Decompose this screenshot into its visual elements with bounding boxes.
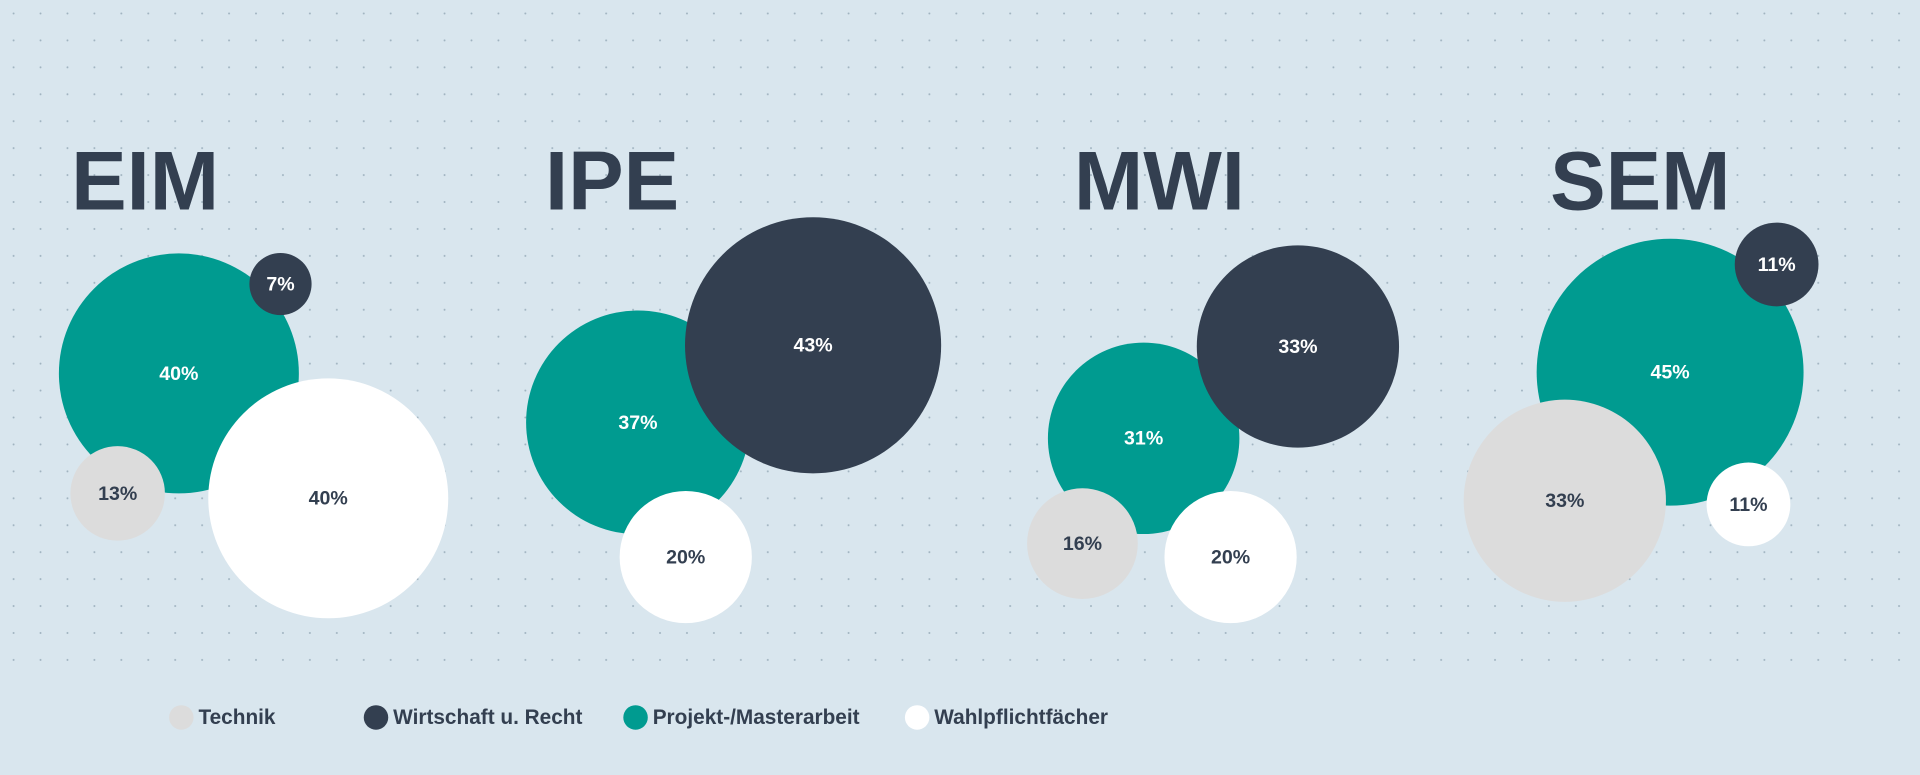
data-label: 43% <box>793 335 832 357</box>
category-title: SEM <box>1550 134 1730 227</box>
bubble <box>249 252 312 316</box>
data-label: 40% <box>309 488 348 510</box>
bubble <box>1047 342 1240 535</box>
bubble <box>70 446 165 541</box>
legend-marker <box>623 705 648 730</box>
data-label: 31% <box>1124 428 1163 450</box>
data-label: 45% <box>1651 362 1690 384</box>
legend-marker <box>363 705 389 730</box>
bubble <box>1463 399 1666 602</box>
data-label: 11% <box>1729 494 1767 516</box>
category-title: IPE <box>545 134 679 227</box>
legend-label: Wahlpflichtfächer <box>934 706 1108 729</box>
data-label: 33% <box>1545 490 1584 512</box>
bubble <box>685 217 942 474</box>
data-label: 20% <box>1211 546 1250 568</box>
category-title: MWI <box>1074 134 1245 227</box>
bubble <box>1706 462 1791 547</box>
bubble <box>1164 490 1297 624</box>
bubble <box>208 378 449 619</box>
data-label: 37% <box>618 412 657 434</box>
bubble <box>1027 488 1138 599</box>
data-label: 33% <box>1278 336 1317 358</box>
data-label: 40% <box>159 363 198 385</box>
data-label: 11% <box>1758 254 1796 276</box>
legend-label: Technik <box>198 706 275 729</box>
data-label: 20% <box>666 546 705 568</box>
category-title: EIM <box>71 134 219 227</box>
data-label: 13% <box>98 483 137 505</box>
bubble <box>1196 245 1400 448</box>
data-label: 7% <box>266 273 294 295</box>
legend-label: Projekt-/Masterarbeit <box>653 706 860 729</box>
legend-marker <box>169 705 194 730</box>
legend-marker <box>904 705 930 730</box>
data-label: 16% <box>1063 533 1102 555</box>
legend-label: Wirtschaft u. Recht <box>393 706 582 729</box>
bubble <box>619 490 752 624</box>
bubble <box>1734 222 1819 307</box>
